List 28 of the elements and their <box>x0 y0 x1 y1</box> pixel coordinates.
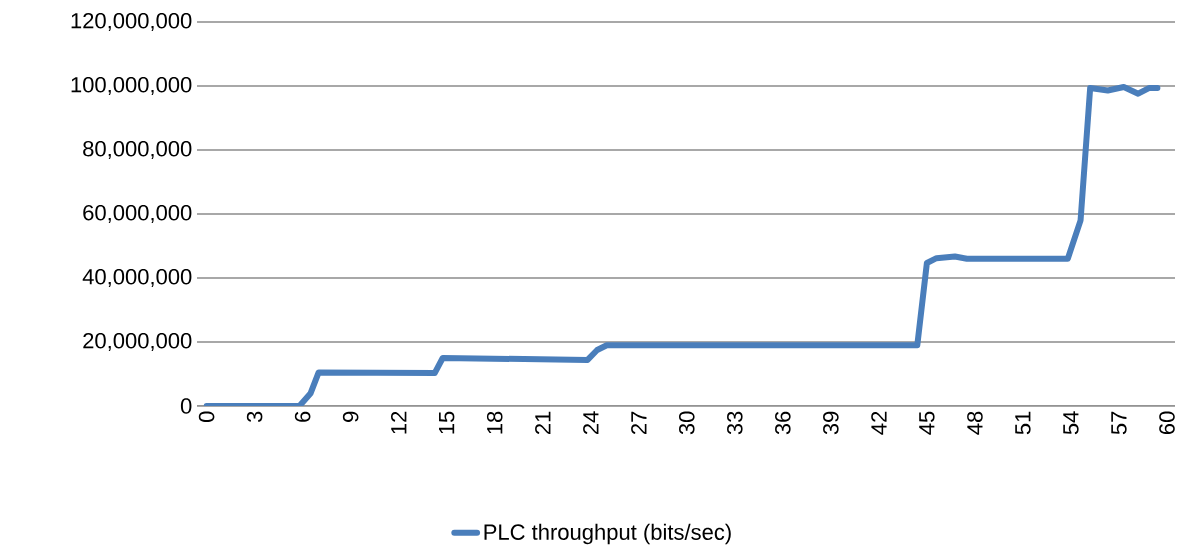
x-tick-label: 45 <box>919 411 935 435</box>
x-tick-label: 33 <box>727 411 743 435</box>
x-tick-label: 36 <box>775 411 791 435</box>
x-tick-label: 48 <box>967 411 983 435</box>
legend-label: PLC throughput (bits/sec) <box>484 523 731 545</box>
x-tick-label: 6 <box>294 411 311 422</box>
y-tick-label: 120,000,000 <box>71 12 192 32</box>
y-tick-label: 80,000,000 <box>83 140 192 160</box>
x-tick-label: 9 <box>342 411 359 422</box>
x-tick-label: 30 <box>679 411 695 435</box>
x-tick-label: 57 <box>1111 411 1127 435</box>
x-tick-label: 21 <box>535 411 551 435</box>
x-tick-label: 27 <box>631 411 647 435</box>
y-tick-label: 60,000,000 <box>83 204 192 224</box>
x-tick-label: 42 <box>871 411 887 435</box>
y-tick-label: 100,000,000 <box>71 76 192 96</box>
x-tick-label: 24 <box>583 411 599 435</box>
x-tick-label: 39 <box>823 411 839 435</box>
y-tick-label: 20,000,000 <box>83 332 192 352</box>
x-tick-label: 12 <box>391 411 407 434</box>
x-tick-label: 15 <box>439 411 455 434</box>
x-tick-label: 51 <box>1015 411 1031 435</box>
y-tick-label: 40,000,000 <box>82 268 192 288</box>
x-tick-label: 60 <box>1159 411 1175 435</box>
x-tick-label: 3 <box>246 411 263 423</box>
x-tick-label: 0 <box>198 411 215 423</box>
x-tick-label: 54 <box>1063 411 1079 435</box>
x-tick-label: 18 <box>486 411 503 434</box>
